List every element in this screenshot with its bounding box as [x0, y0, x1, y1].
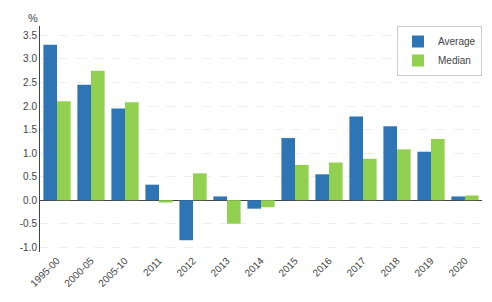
- svg-text:2011: 2011: [141, 255, 164, 278]
- svg-text:2.5: 2.5: [23, 77, 37, 88]
- svg-text:-0.5: -0.5: [20, 218, 38, 229]
- svg-text:1.5: 1.5: [23, 124, 37, 135]
- svg-text:-1.0: -1.0: [20, 242, 38, 253]
- svg-text:2020: 2020: [446, 255, 470, 279]
- svg-text:Median: Median: [438, 55, 471, 66]
- svg-text:2019: 2019: [412, 255, 436, 279]
- svg-text:3.5: 3.5: [23, 30, 37, 41]
- svg-text:2012: 2012: [174, 255, 198, 279]
- svg-text:2018: 2018: [378, 255, 402, 279]
- svg-text:2013: 2013: [208, 255, 232, 279]
- svg-text:3.0: 3.0: [23, 53, 37, 64]
- svg-text:2015: 2015: [276, 255, 300, 279]
- svg-text:0.0: 0.0: [23, 195, 37, 206]
- svg-text:2005-10: 2005-10: [96, 255, 130, 289]
- svg-text:1995-00: 1995-00: [28, 255, 62, 289]
- svg-text:2000-05: 2000-05: [62, 255, 96, 289]
- svg-text:2014: 2014: [242, 255, 266, 279]
- svg-text:2017: 2017: [344, 255, 368, 279]
- svg-text:%: %: [28, 12, 38, 24]
- svg-text:2016: 2016: [310, 255, 334, 279]
- svg-text:1.0: 1.0: [23, 148, 37, 159]
- svg-text:Average: Average: [438, 36, 476, 47]
- svg-text:0.5: 0.5: [23, 171, 37, 182]
- svg-text:2.0: 2.0: [23, 101, 37, 112]
